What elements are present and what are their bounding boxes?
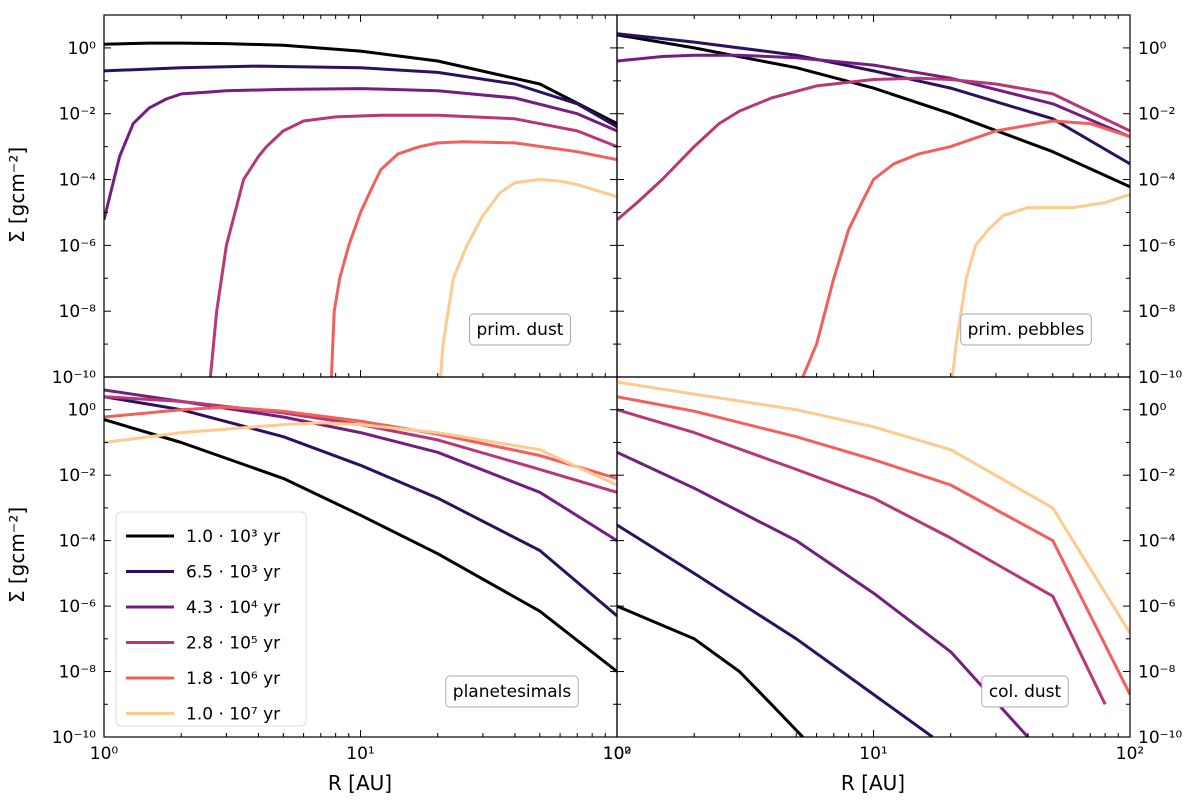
y-tick-label: 10⁻⁶ (59, 236, 97, 256)
x-tick-label: 10² (603, 744, 631, 764)
series-line-2 (617, 32, 1130, 166)
series-group (617, 380, 1130, 737)
series-line-4 (617, 408, 1107, 705)
x-axis-label-right: R [AU] (841, 771, 905, 795)
legend-label: 2.8 · 10⁵ yr (186, 634, 280, 654)
y-tick-label-right: 10⁻⁸ (1138, 663, 1176, 683)
y-tick-label-right: 10⁻⁶ (1138, 597, 1176, 617)
y-tick-label-right: 10⁰ (1138, 39, 1167, 59)
y-tick-label: 10⁻⁴ (59, 532, 97, 552)
y-tick-label: 10⁰ (68, 39, 97, 59)
x-tick-label: 10⁰ (90, 744, 119, 764)
series-line-1 (104, 41, 617, 125)
x-tick-label: 10² (1116, 744, 1144, 764)
series-line-1 (104, 418, 617, 673)
series-line-6 (439, 178, 617, 377)
y-tick-label-right: 10⁰ (1138, 401, 1167, 421)
series-line-6 (104, 421, 617, 487)
y-tick-label: 10⁻⁸ (59, 663, 97, 683)
series-line-5 (617, 395, 1130, 696)
legend: 1.0 · 10³ yr 6.5 · 10³ yr 4.3 · 10⁴ yr 2.8 … (115, 511, 307, 727)
series-line-3 (104, 87, 617, 221)
y-tick-label-right: 10⁻⁴ (1138, 171, 1176, 191)
panel-label-box (445, 675, 579, 708)
y-tick-label-right: 10⁻⁸ (1138, 302, 1176, 322)
y-tick-label: 10⁻¹⁰ (52, 368, 96, 388)
y-axis-label-top: Σ [gcm⁻²] (5, 147, 29, 243)
panel-label: prim. pebbles (960, 313, 1092, 346)
series-group (104, 41, 617, 377)
series-line-5 (104, 405, 617, 480)
series-line-1 (617, 33, 1130, 189)
series-line-4 (617, 76, 1130, 221)
legend-label: 1.0 · 10⁷ yr (186, 705, 280, 725)
series-group (617, 32, 1130, 377)
x-tick-label: 10¹ (346, 744, 374, 764)
panel-label-text: planetesimals (453, 682, 572, 702)
y-tick-label: 10⁻¹⁰ (52, 728, 96, 748)
x-tick-label: 10¹ (859, 744, 887, 764)
y-tick-label: 10⁻⁶ (59, 597, 97, 617)
series-line-3 (617, 450, 1030, 737)
y-tick-label-right: 10⁻⁶ (1138, 236, 1176, 256)
series-line-6 (950, 193, 1130, 377)
x-tick-label: 10⁰ (603, 744, 632, 764)
series-line-1 (617, 604, 804, 737)
y-tick-label-right: 10⁻¹⁰ (1138, 728, 1182, 748)
panel-planetesimals: 10⁻¹⁰ 10⁻⁸ 10⁻⁶ 10⁻⁴ 10⁻² 10⁰ 10⁰ 10¹ 10² planete… (52, 376, 631, 764)
panel-label-text: col. dust (989, 682, 1062, 702)
series-line-6 (617, 380, 1130, 634)
legend-box (115, 511, 307, 727)
series-line-5 (801, 119, 1130, 377)
panel-label-text: prim. pebbles (968, 320, 1085, 340)
y-axis-label-bottom: Σ [gcm⁻²] (5, 507, 29, 603)
x-axis-label-left: R [AU] (328, 771, 392, 795)
panel-label-box (981, 675, 1069, 708)
series-line-3 (617, 53, 1130, 139)
panel-label-text: prim. dust (477, 320, 564, 340)
panel-col-dust: 10⁻¹⁰ 10⁻⁸ 10⁻⁶ 10⁻⁴ 10⁻² 10⁰ 10⁰ 10¹ 10² col. du… (603, 376, 1182, 764)
y-tick-label-right: 10⁻² (1138, 466, 1175, 486)
legend-label: 1.0 · 10³ yr (186, 527, 280, 547)
y-tick-label-right: 10⁻¹⁰ (1138, 368, 1182, 388)
y-tick-label: 10⁻⁴ (59, 171, 97, 191)
y-tick-label-right: 10⁻⁴ (1138, 532, 1176, 552)
series-line-2 (104, 64, 617, 129)
panel-label-box (960, 313, 1092, 346)
y-tick-label-right: 10⁻² (1138, 105, 1175, 125)
y-tick-label: 10⁻² (59, 105, 96, 125)
panel-label: planetesimals (445, 675, 579, 708)
y-tick-label: 10⁻² (59, 466, 96, 486)
y-tick-label: 10⁻⁸ (59, 302, 97, 322)
legend-label: 1.8 · 10⁶ yr (186, 669, 280, 689)
panel-label: prim. dust (469, 313, 571, 346)
series-line-4 (208, 113, 617, 377)
panel-label: col. dust (981, 675, 1069, 708)
series-line-2 (617, 523, 934, 737)
legend-label: 6.5 · 10³ yr (186, 563, 280, 583)
y-tick-label: 10⁰ (68, 401, 97, 421)
series-group (104, 388, 617, 673)
panel-label-box (469, 313, 571, 346)
panel-prim-pebbles: 10⁻¹⁰ 10⁻⁸ 10⁻⁶ 10⁻⁴ 10⁻² 10⁰ prim. pebbles (616, 14, 1182, 388)
series-line-5 (329, 140, 617, 377)
legend-label: 4.3 · 10⁴ yr (186, 598, 280, 618)
